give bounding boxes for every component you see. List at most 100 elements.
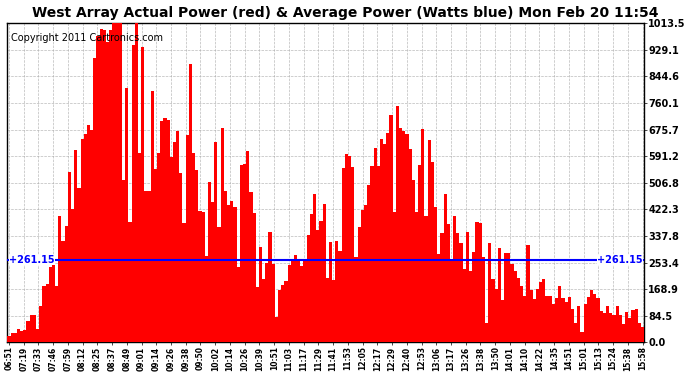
- Bar: [300, 267, 304, 342]
- Bar: [402, 131, 405, 342]
- Bar: [141, 47, 144, 342]
- Bar: [278, 290, 281, 342]
- Bar: [513, 271, 517, 342]
- Bar: [638, 323, 641, 342]
- Bar: [437, 255, 440, 342]
- Bar: [65, 225, 68, 342]
- Bar: [418, 165, 422, 342]
- Bar: [166, 120, 170, 342]
- Bar: [103, 30, 106, 342]
- Bar: [622, 324, 625, 342]
- Bar: [431, 162, 434, 342]
- Bar: [558, 286, 562, 342]
- Bar: [348, 156, 351, 342]
- Bar: [584, 304, 587, 342]
- Bar: [504, 253, 507, 342]
- Bar: [182, 223, 186, 342]
- Bar: [58, 216, 61, 342]
- Bar: [83, 135, 87, 342]
- Bar: [377, 166, 380, 342]
- Bar: [227, 205, 230, 342]
- Bar: [367, 185, 371, 342]
- Bar: [294, 255, 297, 342]
- Bar: [491, 279, 495, 342]
- Bar: [112, 23, 116, 342]
- Bar: [93, 58, 97, 342]
- Bar: [444, 194, 446, 342]
- Bar: [526, 245, 529, 342]
- Bar: [217, 227, 221, 342]
- Bar: [8, 336, 10, 342]
- Bar: [568, 297, 571, 342]
- Bar: [631, 310, 635, 342]
- Bar: [536, 289, 539, 342]
- Bar: [383, 144, 386, 342]
- Bar: [39, 306, 42, 342]
- Bar: [26, 321, 30, 342]
- Bar: [160, 121, 164, 342]
- Bar: [36, 329, 39, 342]
- Bar: [329, 242, 332, 342]
- Bar: [125, 88, 128, 342]
- Bar: [552, 304, 555, 342]
- Bar: [342, 168, 345, 342]
- Bar: [475, 222, 479, 342]
- Bar: [272, 264, 275, 342]
- Bar: [549, 296, 552, 342]
- Bar: [351, 167, 355, 342]
- Bar: [109, 30, 112, 342]
- Bar: [355, 257, 357, 342]
- Bar: [345, 154, 348, 342]
- Bar: [332, 280, 335, 342]
- Bar: [612, 315, 615, 342]
- Bar: [176, 131, 179, 342]
- Bar: [415, 212, 418, 342]
- Bar: [501, 300, 504, 342]
- Bar: [460, 243, 463, 342]
- Bar: [237, 267, 240, 342]
- Bar: [517, 278, 520, 342]
- Bar: [466, 232, 469, 342]
- Bar: [71, 209, 75, 342]
- Bar: [495, 290, 497, 342]
- Bar: [10, 333, 14, 342]
- Bar: [609, 313, 612, 342]
- Bar: [284, 281, 288, 342]
- Bar: [148, 191, 150, 342]
- Bar: [542, 279, 546, 342]
- Bar: [412, 180, 415, 342]
- Bar: [408, 148, 412, 342]
- Bar: [20, 332, 23, 342]
- Bar: [606, 306, 609, 342]
- Bar: [405, 134, 408, 342]
- Bar: [615, 306, 619, 342]
- Bar: [77, 188, 81, 342]
- Bar: [488, 243, 491, 342]
- Bar: [310, 214, 313, 342]
- Bar: [507, 254, 511, 342]
- Bar: [201, 213, 205, 342]
- Bar: [580, 332, 584, 342]
- Bar: [221, 128, 224, 342]
- Bar: [75, 150, 77, 342]
- Bar: [380, 139, 383, 342]
- Bar: [297, 261, 300, 342]
- Bar: [208, 182, 211, 342]
- Text: West Array Actual Power (red) & Average Power (Watts blue) Mon Feb 20 11:54: West Array Actual Power (red) & Average …: [32, 6, 658, 20]
- Bar: [116, 23, 119, 342]
- Bar: [357, 226, 361, 342]
- Bar: [434, 207, 437, 342]
- Bar: [170, 158, 173, 342]
- Bar: [99, 29, 103, 342]
- Bar: [288, 264, 290, 342]
- Bar: [97, 36, 99, 342]
- Bar: [450, 261, 453, 342]
- Bar: [179, 172, 182, 342]
- Bar: [399, 128, 402, 342]
- Bar: [600, 311, 603, 342]
- Bar: [192, 153, 195, 342]
- Bar: [389, 115, 393, 342]
- Bar: [635, 309, 638, 342]
- Bar: [249, 192, 253, 342]
- Bar: [135, 23, 138, 342]
